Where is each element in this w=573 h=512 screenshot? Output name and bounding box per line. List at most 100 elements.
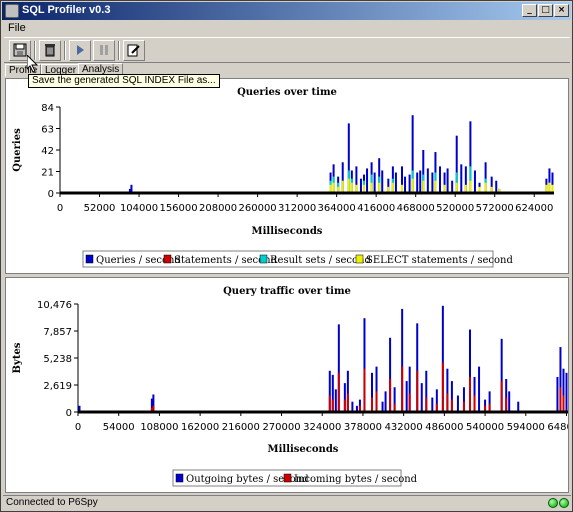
close-button[interactable]: × [554, 4, 569, 17]
data-bar [334, 389, 337, 412]
x-tick-label: 54000 [103, 422, 135, 433]
data-bar [343, 399, 346, 412]
x-tick-label: 162000 [181, 422, 219, 433]
status-bar: Connected to P6Spy [3, 495, 571, 510]
x-tick-label: 378000 [344, 422, 382, 433]
data-bar [455, 182, 458, 193]
data-bar [378, 158, 381, 193]
save-button[interactable] [9, 40, 31, 61]
data-bar [150, 407, 153, 412]
data-bar [505, 379, 508, 412]
data-bar [462, 387, 465, 412]
pause-button[interactable] [93, 40, 115, 61]
data-bar [434, 152, 437, 193]
data-bar [401, 308, 404, 412]
data-bar [498, 188, 501, 193]
x-tick-label: 52000 [84, 203, 116, 214]
data-bar [363, 368, 366, 412]
data-bar [332, 182, 335, 193]
data-bar [484, 405, 487, 412]
data-bar [562, 368, 565, 412]
data-bar [484, 182, 487, 193]
data-bar [152, 405, 155, 412]
data-bar [394, 172, 397, 193]
y-tick-label: 2,619 [43, 381, 72, 392]
legend-entry: Result sets / second [270, 255, 371, 266]
data-bar [495, 180, 498, 193]
x-tick-label: 594000 [507, 422, 545, 433]
data-bar [416, 370, 419, 412]
data-bar [347, 123, 350, 193]
data-bar [451, 180, 454, 193]
data-bar [446, 168, 449, 193]
data-bar [478, 366, 481, 412]
java-app-icon [5, 4, 19, 18]
data-bar [391, 182, 394, 193]
x-tick-label: 0 [57, 203, 63, 214]
data-bar [355, 184, 358, 193]
data-bar [462, 401, 465, 412]
data-bar [443, 184, 446, 193]
legend-swatch [85, 254, 94, 264]
data-bar [405, 381, 408, 412]
status-led-icon [559, 498, 569, 508]
data-bar [401, 366, 404, 412]
data-bar [350, 182, 353, 193]
data-bar [408, 393, 411, 412]
maximize-button[interactable]: □ [538, 4, 553, 17]
data-bar [366, 168, 369, 193]
data-bar [328, 370, 331, 412]
data-bar [363, 318, 366, 412]
data-bar [411, 115, 414, 193]
y-tick-label: 5,238 [43, 354, 72, 365]
data-bar [473, 376, 476, 412]
y-tick-label: 42 [41, 146, 54, 157]
data-bar [556, 376, 559, 412]
data-bar [551, 172, 554, 193]
data-bar [517, 401, 520, 412]
data-bar [441, 362, 444, 412]
menu-bar: File [2, 20, 571, 37]
data-bar [337, 324, 340, 412]
minimize-button[interactable]: _ [522, 4, 537, 17]
data-bar [371, 397, 373, 412]
data-bar [425, 370, 428, 412]
x-tick-label: 432000 [385, 422, 423, 433]
title-bar[interactable]: SQL Profiler v0.3 _ □ × [2, 2, 571, 20]
x-axis-label: Milliseconds [252, 226, 323, 237]
data-bar [351, 401, 354, 412]
legend-swatch [283, 473, 292, 483]
data-bar [363, 184, 365, 193]
data-bar [358, 405, 361, 412]
tab-analysis[interactable]: Analysis [78, 63, 124, 77]
x-tick-label: 208000 [199, 203, 237, 214]
data-bar [508, 391, 511, 412]
data-bar [488, 391, 491, 412]
window-title: SQL Profiler v0.3 [22, 4, 111, 16]
data-bar [446, 368, 449, 412]
queries-chart-panel: Queries over time 0 21 42 63 84 0 52000 104000 15… [5, 78, 569, 274]
data-bar [434, 180, 437, 193]
data-bar [375, 391, 378, 412]
data-bar [460, 164, 463, 193]
x-tick-label: 468000 [397, 203, 435, 214]
data-bar [408, 366, 411, 412]
data-bar [389, 337, 392, 412]
data-bar [469, 166, 472, 193]
traffic-chart: Query traffic over time 0 2,619 5,238 7,857 1… [12, 286, 568, 487]
data-bar [422, 180, 425, 193]
data-bar [401, 166, 403, 193]
data-bar [478, 186, 481, 193]
menu-file[interactable]: File [8, 22, 26, 34]
y-tick-label: 21 [41, 168, 54, 179]
x-tick-label: 104000 [120, 203, 158, 214]
data-bar [455, 135, 458, 193]
data-bar [505, 397, 508, 412]
edit-icon [127, 44, 140, 57]
data-bar [378, 182, 381, 193]
edit-button[interactable] [123, 40, 145, 61]
data-bar [371, 372, 373, 412]
trash-icon [45, 44, 55, 57]
clear-button[interactable] [39, 40, 61, 61]
play-button[interactable] [69, 40, 91, 61]
